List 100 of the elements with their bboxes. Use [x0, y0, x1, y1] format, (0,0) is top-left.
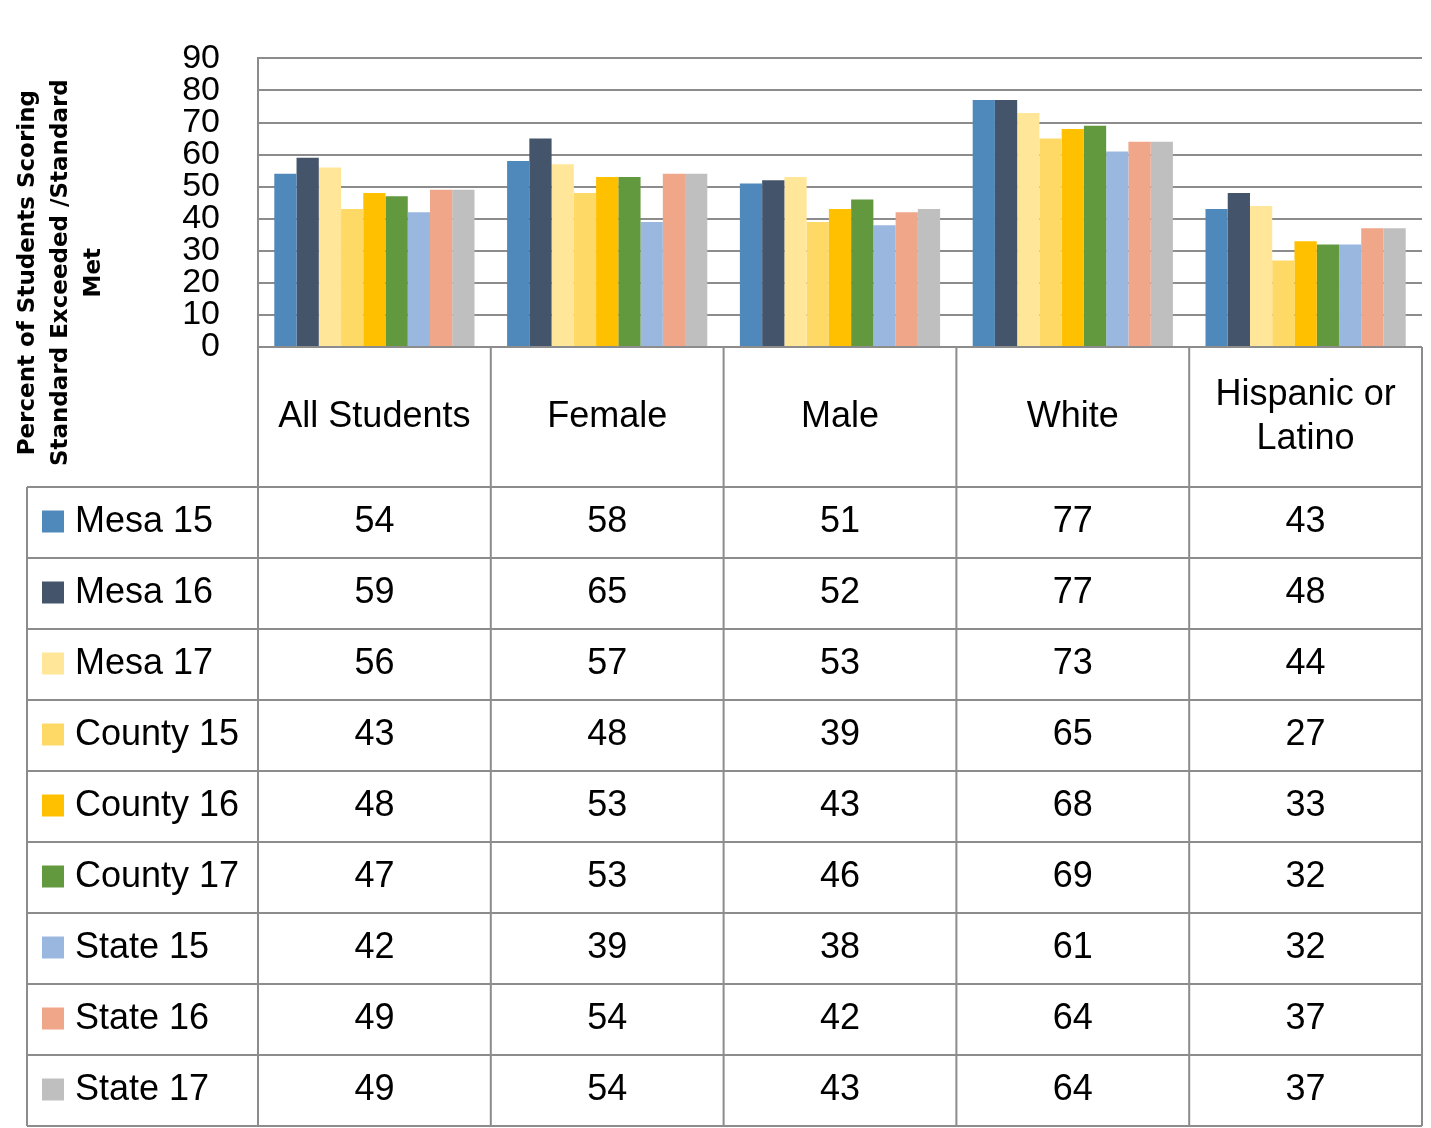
bar: [1249, 205, 1273, 346]
bar: [828, 209, 852, 346]
data-label: 37: [1285, 996, 1326, 1038]
bar: [1383, 228, 1406, 346]
legend-label: County 17: [75, 854, 240, 896]
x-tick-label: White: [1026, 393, 1119, 435]
bar: [407, 212, 431, 346]
data-label: 43: [1285, 499, 1326, 541]
data-label: 52: [819, 570, 861, 612]
data-label: 49: [354, 1067, 395, 1109]
data-label: 49: [354, 996, 395, 1038]
bar: [1106, 151, 1129, 346]
data-label: 42: [354, 925, 395, 967]
legend-label: Mesa 16: [75, 570, 214, 612]
legend-label: Mesa 17: [75, 641, 214, 683]
legend-label: County 16: [75, 783, 240, 825]
bar: [1338, 244, 1362, 346]
data-label: 53: [587, 783, 628, 825]
data-label: 64: [1052, 996, 1093, 1038]
bar: [972, 100, 995, 346]
data-label: 53: [819, 641, 861, 683]
bar: [1205, 209, 1228, 346]
data-label: 77: [1052, 570, 1093, 612]
bar: [430, 189, 453, 346]
bar: [296, 157, 319, 346]
bar: [573, 193, 597, 346]
bar: [784, 177, 807, 346]
legend-label: Mesa 15: [75, 499, 214, 541]
bar: [529, 138, 552, 346]
bar: [1272, 260, 1295, 346]
data-label: 32: [1285, 854, 1326, 896]
data-label: 54: [587, 996, 628, 1038]
data-label: 73: [1052, 641, 1093, 683]
data-label: 43: [819, 783, 861, 825]
data-label: 48: [587, 712, 628, 754]
bar: [1294, 241, 1317, 346]
bar: [851, 199, 874, 346]
bar: [1061, 128, 1084, 346]
bar: [739, 183, 763, 346]
data-label: 27: [1285, 712, 1326, 754]
data-label: 77: [1052, 499, 1093, 541]
data-label: 33: [1285, 783, 1326, 825]
data-label: 54: [587, 1067, 628, 1109]
data-label: 43: [354, 712, 395, 754]
data-label: 65: [1052, 712, 1093, 754]
bar: [1316, 244, 1339, 346]
bar: [806, 221, 829, 346]
bar: [341, 209, 364, 346]
x-tick-label: All Students: [278, 393, 471, 435]
x-tick-label: Hispanic or Latino: [1215, 371, 1396, 457]
data-label: 53: [587, 854, 628, 896]
data-label: 47: [354, 854, 395, 896]
bar: [662, 173, 686, 346]
bar: [618, 177, 641, 346]
data-label: 51: [819, 499, 861, 541]
data-label: 37: [1285, 1067, 1326, 1109]
bar: [762, 180, 785, 346]
legend-label: State 16: [75, 996, 210, 1038]
data-label: 69: [1052, 854, 1093, 896]
x-tick-label: Female: [547, 393, 668, 435]
data-label: 57: [587, 641, 628, 683]
data-label: 38: [819, 925, 861, 967]
data-label: 54: [354, 499, 395, 541]
bar: [1361, 228, 1384, 346]
bar: [1150, 141, 1173, 346]
data-label: 48: [1285, 570, 1326, 612]
data-label: 64: [1052, 1067, 1093, 1109]
bar: [1227, 193, 1250, 346]
legend-label: State 15: [75, 925, 210, 967]
data-label: 65: [587, 570, 628, 612]
data-label: 42: [819, 996, 861, 1038]
bar: [1128, 141, 1151, 346]
data-label: 39: [587, 925, 628, 967]
bar: [873, 225, 896, 346]
bar: [1083, 125, 1107, 346]
data-label: 58: [587, 499, 628, 541]
y-axis-title: Percent of Students Scoring Standard Exceeded /Standard Met: [12, 79, 105, 467]
data-label: 68: [1052, 783, 1093, 825]
data-label: 48: [354, 783, 395, 825]
bar: [507, 161, 530, 346]
bar: [551, 164, 574, 346]
bar: [452, 189, 475, 346]
data-label: 56: [354, 641, 395, 683]
data-label: 59: [354, 570, 395, 612]
bar: [917, 209, 941, 346]
bar: [685, 173, 708, 346]
bar: [596, 177, 619, 346]
bar: [640, 221, 663, 346]
bar: [895, 212, 918, 346]
bar: [385, 196, 408, 346]
data-label: 44: [1285, 641, 1326, 683]
legend-label: County 15: [75, 712, 240, 754]
bar: [318, 167, 342, 346]
data-label: 46: [819, 854, 861, 896]
bar: [1017, 112, 1040, 346]
bar: [274, 173, 297, 346]
data-label: 39: [819, 712, 861, 754]
legend-label: State 17: [75, 1067, 210, 1109]
data-label: 43: [819, 1067, 861, 1109]
data-label: 61: [1052, 925, 1093, 967]
